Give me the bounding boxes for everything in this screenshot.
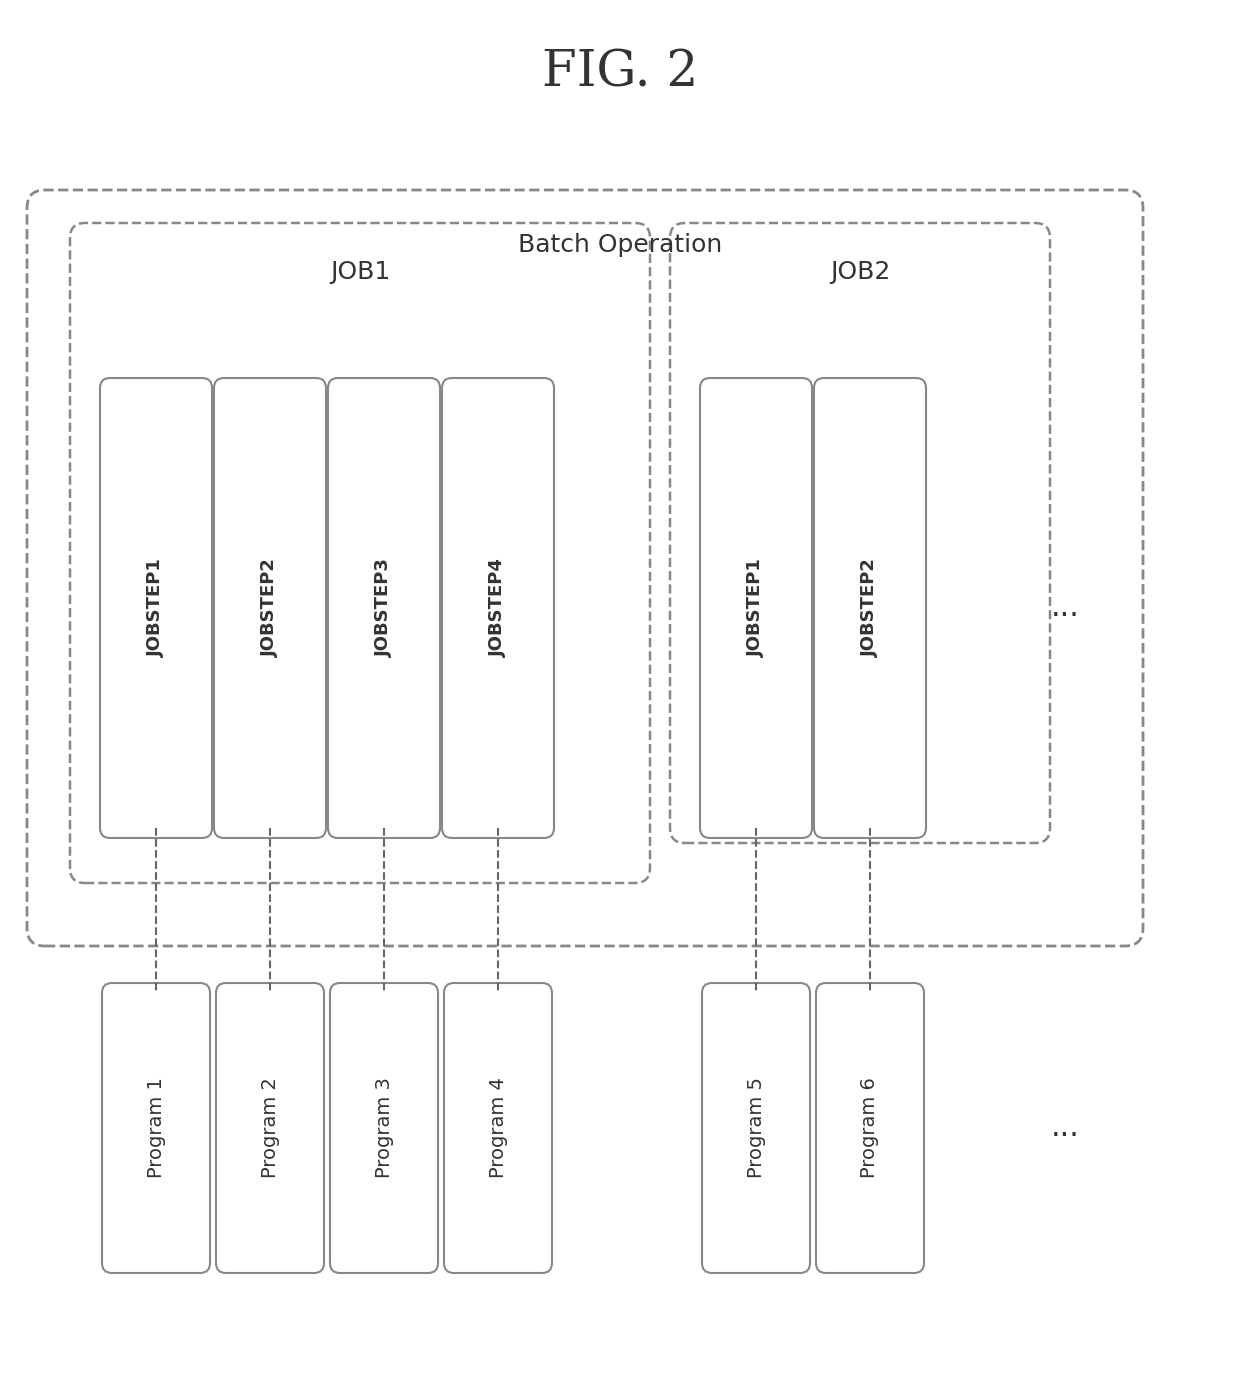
Text: JOB1: JOB1 xyxy=(330,260,391,284)
Text: JOBSTEP2: JOBSTEP2 xyxy=(260,559,279,657)
FancyBboxPatch shape xyxy=(813,378,926,838)
Text: Program 4: Program 4 xyxy=(489,1077,507,1178)
Text: ...: ... xyxy=(1050,593,1080,622)
Text: Program 5: Program 5 xyxy=(746,1077,765,1178)
FancyBboxPatch shape xyxy=(670,223,1050,844)
Text: Program 2: Program 2 xyxy=(260,1077,279,1178)
FancyBboxPatch shape xyxy=(444,983,552,1272)
Text: JOBSTEP1: JOBSTEP1 xyxy=(746,559,765,657)
FancyBboxPatch shape xyxy=(329,378,440,838)
Text: Batch Operation: Batch Operation xyxy=(518,232,722,257)
FancyBboxPatch shape xyxy=(216,983,324,1272)
FancyBboxPatch shape xyxy=(330,983,438,1272)
Text: JOBSTEP4: JOBSTEP4 xyxy=(489,559,507,657)
Text: Program 3: Program 3 xyxy=(374,1077,393,1178)
Text: JOBSTEP1: JOBSTEP1 xyxy=(148,559,165,657)
FancyBboxPatch shape xyxy=(100,378,212,838)
Text: JOBSTEP3: JOBSTEP3 xyxy=(374,559,393,657)
FancyBboxPatch shape xyxy=(816,983,924,1272)
Text: FIG. 2: FIG. 2 xyxy=(542,48,698,98)
Text: JOBSTEP2: JOBSTEP2 xyxy=(861,559,879,657)
FancyBboxPatch shape xyxy=(215,378,326,838)
Text: Program 6: Program 6 xyxy=(861,1077,879,1178)
Text: ...: ... xyxy=(1050,1113,1080,1142)
FancyBboxPatch shape xyxy=(701,378,812,838)
FancyBboxPatch shape xyxy=(69,223,650,882)
FancyBboxPatch shape xyxy=(27,189,1143,946)
Text: Program 1: Program 1 xyxy=(146,1077,165,1178)
FancyBboxPatch shape xyxy=(441,378,554,838)
FancyBboxPatch shape xyxy=(102,983,210,1272)
Text: JOB2: JOB2 xyxy=(830,260,890,284)
FancyBboxPatch shape xyxy=(702,983,810,1272)
